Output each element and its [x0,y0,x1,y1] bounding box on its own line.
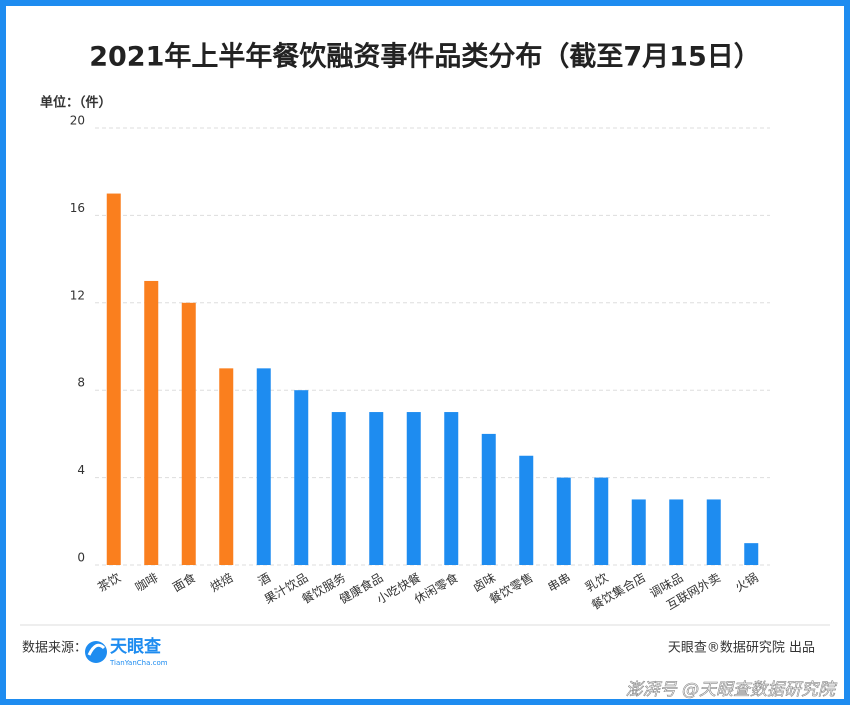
bar [481,433,496,565]
bar [256,368,271,565]
source-label: 数据来源： [22,641,87,656]
x-tick-label: 咖啡 [132,570,160,595]
logo-name: 天眼查 [110,636,162,657]
chart-title: 2021年上半年餐饮融资事件品类分布（截至7月15日） [89,41,761,73]
bar [219,368,234,565]
credit: 天眼查®数据研究院 出品 [668,641,815,656]
bar [369,412,384,565]
y-tick-label: 0 [77,551,85,565]
x-tick-label: 串串 [545,571,573,595]
x-tick-label: 酒 [256,571,273,589]
y-tick-label: 16 [70,201,85,215]
bar [106,193,121,566]
logo-url: TianYanCha.com [109,659,168,667]
bar [594,477,609,565]
y-tick-label: 20 [70,114,85,128]
bar [519,455,534,565]
bar [181,302,196,565]
bar [631,499,646,565]
bar [744,543,759,565]
x-tick-label: 烘焙 [207,570,235,595]
x-tick-label: 火锅 [732,570,760,595]
x-tick-label: 餐饮零售 [486,570,535,607]
bar [331,412,346,565]
logo-icon-mark [87,643,106,656]
watermark: 澎湃号 @天眼查数据研究院 [626,680,838,700]
y-tick-label: 4 [77,463,85,477]
bar [444,412,459,565]
bar [294,390,309,565]
bar [669,499,684,565]
bar [406,412,421,565]
x-tick-label: 休闲零食 [411,570,460,607]
x-tick-label: 茶饮 [95,570,123,595]
unit-label: 单位：（件） [40,95,112,111]
bar [144,280,159,565]
bar [556,477,571,565]
x-tick-label: 面食 [170,570,198,595]
bar [706,499,721,565]
y-tick-label: 12 [70,288,85,302]
y-tick-label: 8 [77,376,85,390]
